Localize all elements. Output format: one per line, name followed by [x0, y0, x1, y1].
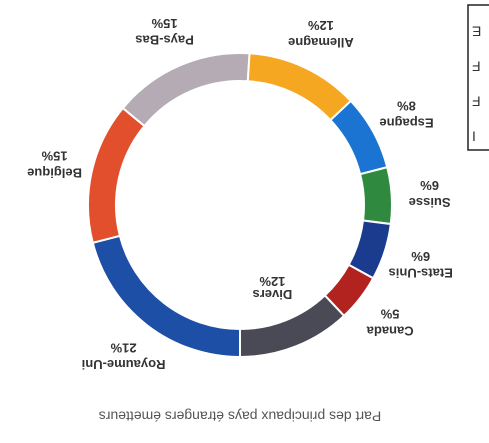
donut-segment	[328, 99, 389, 176]
segment-value: 5%	[380, 307, 399, 322]
donut-segment	[239, 293, 346, 359]
segment-name: Allemagne	[288, 35, 354, 50]
segment-value: 8%	[397, 99, 416, 114]
donut-segment	[246, 52, 353, 122]
legend-fragment: F	[472, 93, 481, 109]
segment-value: 6%	[411, 249, 430, 264]
segment-name: Canada	[366, 323, 414, 338]
donut-segment	[87, 106, 146, 245]
segment-name: Divers	[253, 287, 293, 302]
segment-name: Belgique	[27, 166, 82, 181]
segment-name: Etats-Unis	[389, 266, 453, 281]
rotated-view: Part des principaux pays étrangers émett…	[27, 4, 489, 424]
legend-fragment: E	[472, 23, 481, 39]
segment-value: 15%	[41, 149, 67, 164]
donut-segment	[358, 165, 393, 226]
segment-value: 15%	[151, 16, 177, 31]
donut-segment	[91, 234, 241, 359]
segment-name: Espagne	[379, 115, 433, 130]
segment-name: Royaume-Uni	[82, 357, 166, 372]
legend-fragment: I	[472, 128, 476, 144]
segment-value: 12%	[259, 274, 285, 289]
segment-name: Pays-Bas	[135, 33, 194, 48]
segment-name: Suisse	[409, 195, 451, 210]
segment-value: 21%	[110, 340, 136, 355]
legend-fragment: F	[472, 58, 481, 74]
donut-segment	[121, 52, 251, 128]
legend-box	[467, 4, 489, 151]
chart-title: Part des principaux pays étrangers émett…	[99, 408, 381, 424]
segment-value: 6%	[420, 178, 439, 193]
segment-value: 12%	[307, 18, 333, 33]
